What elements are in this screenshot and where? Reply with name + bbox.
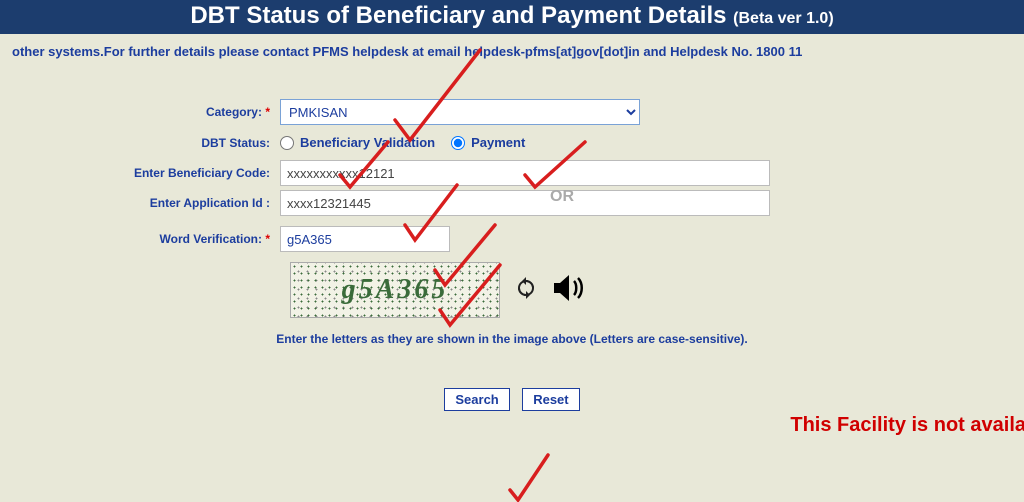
word-verification-label: Word Verification: *: [0, 232, 280, 246]
page-header: DBT Status of Beneficiary and Payment De…: [0, 0, 1024, 34]
refresh-captcha-icon[interactable]: [514, 276, 538, 305]
button-row: Search Reset: [0, 388, 1024, 411]
audio-captcha-icon[interactable]: [552, 273, 586, 308]
application-id-label: Enter Application Id :: [0, 196, 280, 210]
beneficiary-validation-radio[interactable]: [280, 136, 294, 150]
beneficiary-code-label: Enter Beneficiary Code:: [0, 166, 280, 180]
dbt-status-label: DBT Status:: [0, 136, 280, 150]
beta-version: (Beta ver 1.0): [733, 10, 834, 27]
helpdesk-notice: other systems.For further details please…: [0, 34, 1024, 59]
required-indicator: *: [265, 232, 270, 246]
captcha-hint: Enter the letters as they are shown in t…: [0, 332, 1024, 346]
beneficiary-validation-label: Beneficiary Validation: [300, 135, 435, 150]
payment-radio[interactable]: [451, 136, 465, 150]
category-label: Category: *: [0, 105, 280, 119]
application-id-input[interactable]: [280, 190, 770, 216]
search-form: Category: * PMKISAN DBT Status: Benefici…: [0, 99, 1024, 346]
required-indicator: *: [265, 105, 270, 119]
category-select[interactable]: PMKISAN: [280, 99, 640, 125]
facility-warning: This Facility is not availa: [790, 414, 1024, 437]
search-button[interactable]: Search: [444, 388, 509, 411]
beneficiary-code-input[interactable]: [280, 160, 770, 186]
captcha-image: g5A365: [290, 262, 500, 318]
payment-label: Payment: [471, 135, 525, 150]
page-title: DBT Status of Beneficiary and Payment De…: [190, 2, 726, 29]
word-verification-input[interactable]: [280, 226, 450, 252]
reset-button[interactable]: Reset: [522, 388, 579, 411]
